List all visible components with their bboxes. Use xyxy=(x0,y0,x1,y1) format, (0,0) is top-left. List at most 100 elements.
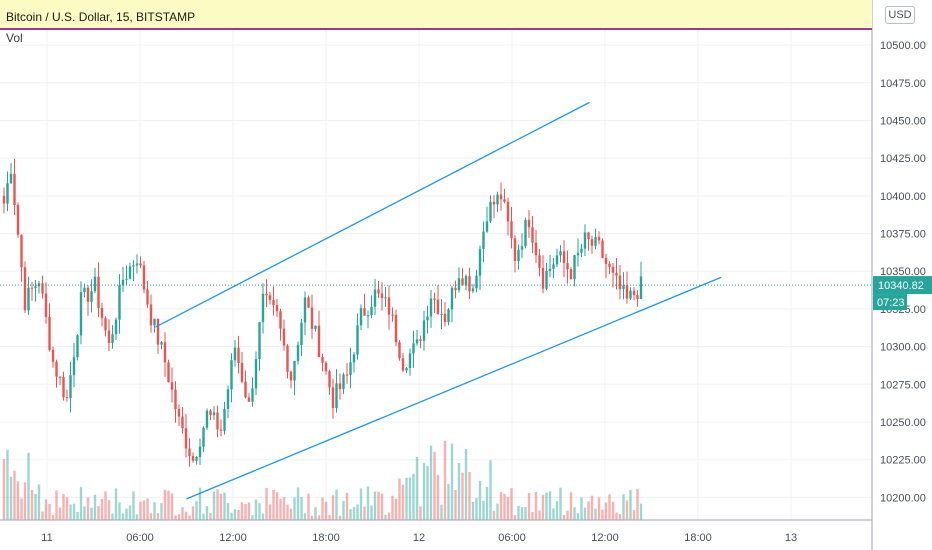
volume-bar xyxy=(436,474,440,520)
volume-bar xyxy=(300,496,303,520)
candle-body xyxy=(279,311,282,329)
candle-body xyxy=(538,255,541,268)
volume-bar xyxy=(391,495,394,520)
candle-body xyxy=(125,278,128,280)
candle-body xyxy=(384,297,387,299)
volume-bar xyxy=(62,494,65,520)
candle-body xyxy=(517,249,520,262)
volume-bar xyxy=(135,514,139,520)
candle-body xyxy=(2,196,6,204)
candle-body xyxy=(471,288,475,292)
volume-bar xyxy=(552,508,555,520)
volume-bar xyxy=(398,478,401,520)
volume-bar xyxy=(506,496,510,520)
volume-bar xyxy=(594,508,597,520)
candle-body xyxy=(499,194,503,200)
volume-bar xyxy=(160,503,163,520)
candle-body xyxy=(475,275,478,289)
candle-body xyxy=(191,456,195,461)
candle-body xyxy=(202,427,205,447)
candle-body xyxy=(244,381,247,398)
time-tick-label: 12:00 xyxy=(219,532,247,544)
candle-body xyxy=(485,221,489,232)
volume-bar xyxy=(209,512,212,520)
candle-body xyxy=(100,307,104,319)
price-tick-label: 10400.00 xyxy=(880,191,926,203)
volume-bar xyxy=(296,487,300,520)
time-tick-label: 12:00 xyxy=(591,532,619,544)
candle-body xyxy=(618,275,622,290)
volume-bar xyxy=(615,512,618,520)
volume-bar xyxy=(51,515,55,520)
volume-bar xyxy=(380,493,384,520)
candle-body xyxy=(27,287,30,311)
volume-bar xyxy=(408,477,412,520)
price-tick-label: 10425.00 xyxy=(880,153,926,165)
candle-body xyxy=(625,285,629,299)
currency-button[interactable]: USD xyxy=(885,6,915,24)
candle-body xyxy=(44,293,48,317)
candle-body xyxy=(566,263,569,270)
candle-body xyxy=(541,267,545,289)
candle-body xyxy=(370,306,373,316)
volume-bar xyxy=(503,494,506,520)
candle-body xyxy=(107,330,111,343)
volume-bar xyxy=(202,513,205,520)
volume-bar xyxy=(580,497,583,520)
volume-bar xyxy=(629,489,632,520)
candle-body xyxy=(573,255,576,280)
volume-bar xyxy=(279,498,282,520)
volume-bars xyxy=(2,440,643,520)
candle-body xyxy=(478,249,482,276)
candle-body xyxy=(149,304,153,326)
volume-bar xyxy=(548,491,552,520)
price-tick-label: 10250.00 xyxy=(880,417,926,429)
volume-indicator-label[interactable]: Vol xyxy=(6,31,23,45)
candle-body xyxy=(611,266,615,273)
candle-body xyxy=(9,173,13,184)
volume-bar xyxy=(20,498,23,520)
candle-body xyxy=(184,428,188,449)
volume-bar xyxy=(485,487,489,520)
volume-bar xyxy=(608,494,611,520)
candle-body xyxy=(23,267,27,311)
volume-bar xyxy=(153,502,156,520)
volume-bar xyxy=(482,500,485,520)
volume-bar xyxy=(100,498,104,520)
volume-bar xyxy=(23,482,27,520)
volume-bar xyxy=(107,500,111,520)
volume-bar xyxy=(37,484,41,520)
volume-bar xyxy=(429,445,433,520)
volume-bar xyxy=(307,493,310,520)
candle-body xyxy=(503,199,506,202)
candle-body xyxy=(55,361,58,377)
candle-body xyxy=(604,257,608,264)
volume-bar xyxy=(230,512,233,520)
candle-body xyxy=(524,219,527,247)
candle-body xyxy=(142,265,146,290)
symbol-header: Bitcoin / U.S. Dollar, 15, BITSTAMP xyxy=(0,0,872,30)
volume-bar xyxy=(412,473,415,520)
volume-bar xyxy=(13,470,16,520)
volume-bar xyxy=(163,489,167,520)
volume-bar xyxy=(569,492,573,520)
volume-bar xyxy=(282,497,286,520)
candle-body xyxy=(226,389,230,409)
candle-body xyxy=(247,397,251,402)
candle-body xyxy=(450,287,454,310)
volume-bar xyxy=(223,492,226,520)
candle-body xyxy=(569,269,573,280)
volume-bar xyxy=(559,487,562,520)
candle-body xyxy=(366,315,370,317)
volume-bar xyxy=(275,492,279,520)
volume-bar xyxy=(251,515,254,520)
price-tick-label: 10500.00 xyxy=(880,40,926,52)
candle-body xyxy=(90,291,93,302)
candle-body xyxy=(636,295,639,300)
time-tick-label: 12 xyxy=(413,532,425,544)
candle-body xyxy=(457,278,461,291)
volume-bar xyxy=(492,510,496,520)
candle-body xyxy=(443,313,447,323)
candle-body xyxy=(167,362,170,383)
